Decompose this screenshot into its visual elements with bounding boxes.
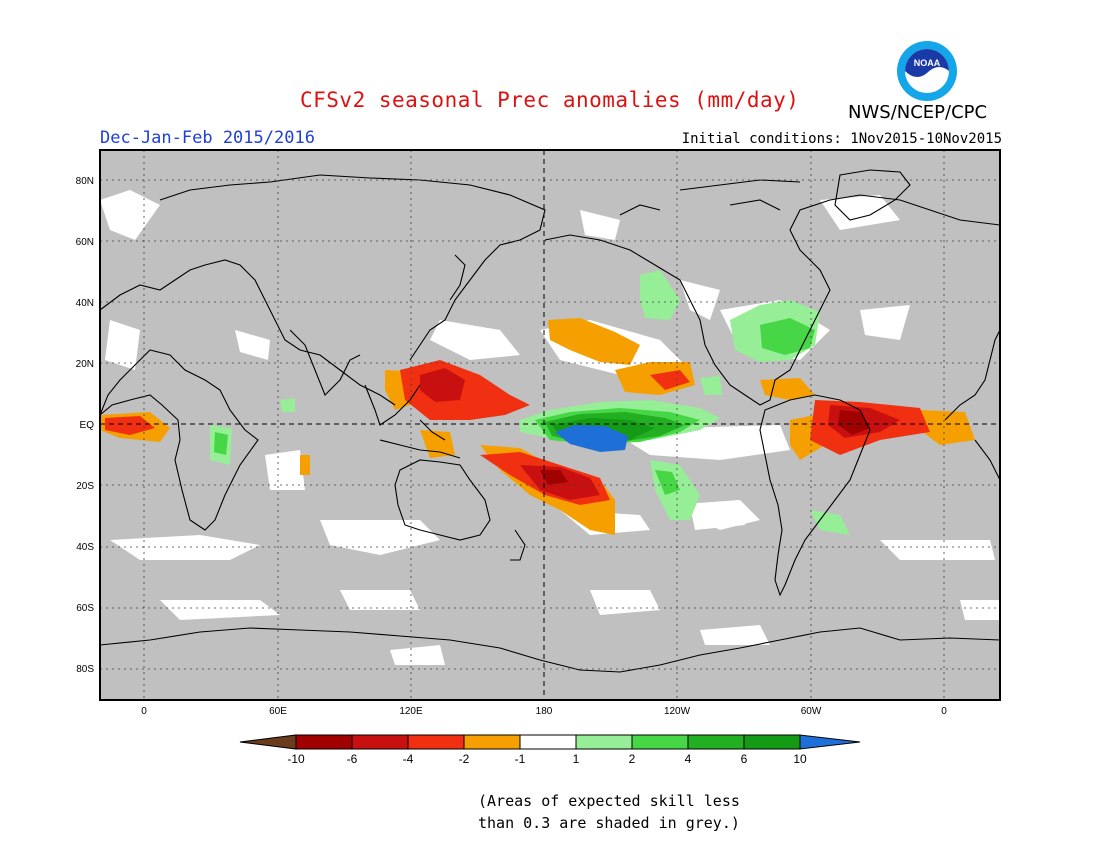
- lat-label-80s: 80S: [76, 664, 94, 675]
- colorbar-labels: -10 -6 -4 -2 -1 1 2 4 6 10: [287, 752, 807, 766]
- colorbar-swatch-8: [687, 734, 745, 750]
- skill-footnote: (Areas of expected skill less than 0.3 a…: [478, 790, 740, 834]
- lon-label-2: 120E: [399, 706, 423, 717]
- colorbar-swatch-2: [351, 734, 409, 750]
- colorbar-label-3: -2: [459, 752, 470, 766]
- colorbar-swatch-3: [407, 734, 465, 750]
- lat-label-40s: 40S: [76, 542, 94, 553]
- colorbar-label-7: 4: [685, 752, 692, 766]
- lon-label-4: 120W: [664, 706, 691, 717]
- coastlines: [100, 169, 1000, 673]
- noaa-logo: NOAA: [897, 41, 957, 101]
- colorbar-swatch-9: [743, 734, 801, 750]
- colorbar-swatch-7: [631, 734, 689, 750]
- map-title: CFSv2 seasonal Prec anomalies (mm/day): [300, 88, 800, 112]
- lat-label-60s: 60S: [76, 603, 94, 614]
- colorbar-label-1: -6: [347, 752, 358, 766]
- logo-text: NOAA: [914, 58, 941, 68]
- colorbar-swatch-6: [575, 734, 633, 750]
- lon-label-1: 60E: [269, 706, 287, 717]
- colorbar-low-extend: [239, 734, 297, 750]
- colorbar-swatch-1: [295, 734, 353, 750]
- colorbar-label-9: 10: [793, 752, 807, 766]
- footnote-line-2: than 0.3 are shaded in grey.): [478, 814, 740, 832]
- latitude-labels: 80N 60N 40N 20N EQ 20S 40S 60S 80S: [76, 176, 95, 675]
- lat-label-20n: 20N: [76, 359, 94, 370]
- anomaly-plus10: [555, 425, 628, 452]
- colorbar-label-0: -10: [287, 752, 305, 766]
- equator-dateline: [100, 150, 1000, 700]
- colorbar-swatch-5: [519, 734, 577, 750]
- colorbar: [239, 734, 861, 750]
- footnote-line-1: (Areas of expected skill less: [478, 792, 740, 810]
- lat-label-40n: 40N: [76, 298, 94, 309]
- colorbar-label-6: 2: [629, 752, 636, 766]
- lat-label-eq: EQ: [80, 420, 95, 431]
- season-label: Dec-Jan-Feb 2015/2016: [100, 128, 315, 148]
- agency-label: NWS/NCEP/CPC: [848, 102, 988, 123]
- colorbar-label-2: -4: [403, 752, 414, 766]
- lat-label-20s: 20S: [76, 481, 94, 492]
- lat-label-60n: 60N: [76, 237, 94, 248]
- map-frame: [99, 149, 1001, 701]
- colorbar-label-5: 1: [573, 752, 580, 766]
- colorbar-swatch-4: [463, 734, 521, 750]
- colorbar-high-extend: [799, 734, 861, 750]
- lon-label-5: 60W: [801, 706, 822, 717]
- lon-label-3: 180: [536, 706, 553, 717]
- initial-conditions-label: Initial conditions: 1Nov2015-10Nov2015: [681, 131, 1002, 147]
- lon-label-6: 0: [941, 706, 947, 717]
- colorbar-label-4: -1: [515, 752, 526, 766]
- longitude-labels: 0 60E 120E 180 120W 60W 0: [141, 706, 947, 717]
- lat-label-80n: 80N: [76, 176, 94, 187]
- anomaly-minus10: [540, 410, 870, 485]
- colorbar-label-8: 6: [741, 752, 748, 766]
- graticule: [100, 150, 1000, 700]
- lon-label-0: 0: [141, 706, 147, 717]
